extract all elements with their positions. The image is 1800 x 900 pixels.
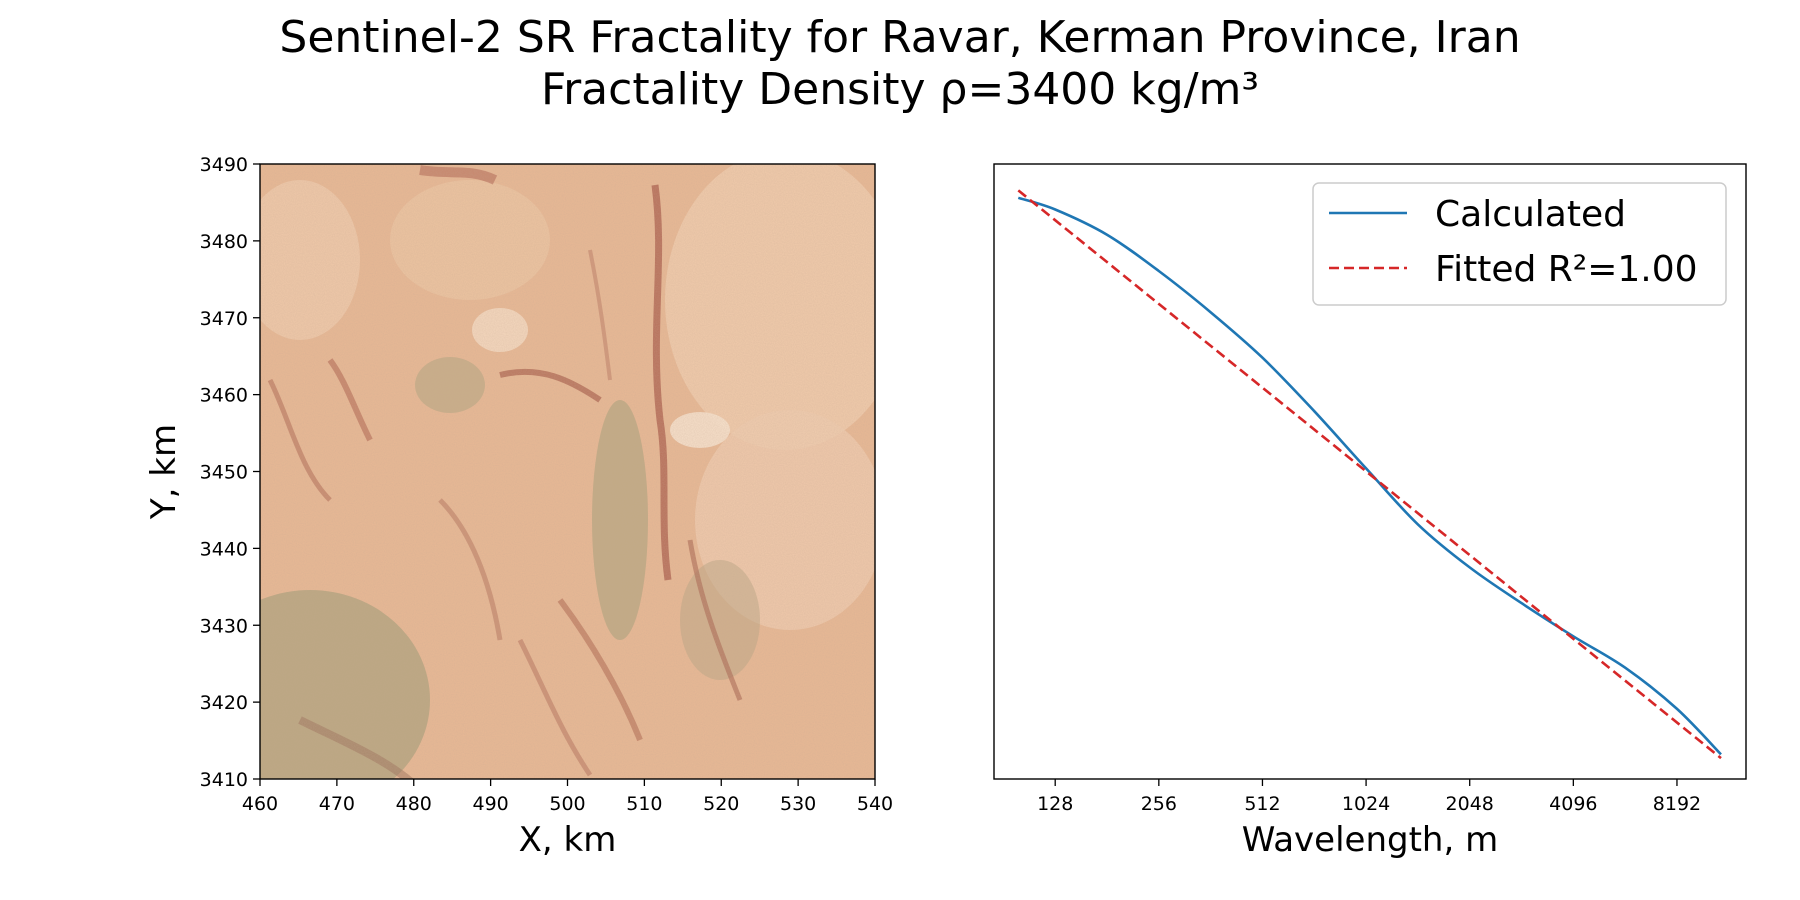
legend-label-calculated: Calculated: [1435, 194, 1626, 235]
fractality-line-chart: 128 256 512 1024 2048 4096 8192 Wavelength, m …: [993, 163, 1747, 860]
image-axes: 460 470 480 490 500 510 520 530 540 3410 3420 3430 3…: [200, 154, 893, 815]
chart-x-tick-label: 512: [1244, 793, 1280, 815]
image-x-tick-label: 500: [549, 793, 585, 815]
image-x-tick-label: 530: [780, 793, 816, 815]
chart-x-tick-label: 128: [1037, 793, 1073, 815]
series-layer: [1017, 189, 1722, 760]
image-y-axis-label: Y, km: [144, 424, 184, 520]
image-y-tick-label: 3430: [200, 615, 248, 637]
chart-x-tick-label: 256: [1141, 793, 1177, 815]
image-y-tick-label: 3410: [200, 769, 248, 791]
series-line-calculated: [1017, 196, 1722, 756]
chart-subtitle: Fractality Density ρ=3400 kg/m³: [541, 64, 1259, 115]
chart-x-axis-label: Wavelength, m: [1242, 820, 1498, 860]
image-x-tick-label: 490: [472, 793, 508, 815]
chart-x-tick-label: 1024: [1342, 793, 1390, 815]
image-x-tick-label: 520: [703, 793, 739, 815]
satellite-image: [260, 164, 875, 779]
legend-label-fitted: Fitted R²=1.00: [1435, 249, 1698, 290]
legend: Calculated Fitted R²=1.00: [1312, 182, 1727, 306]
image-y-tick-label: 3490: [200, 154, 248, 176]
image-x-tick-label: 510: [626, 793, 662, 815]
image-y-tick-label: 3460: [200, 385, 248, 407]
chart-x-axis: 128 256 512 1024 2048 4096 8192: [1037, 779, 1701, 815]
image-y-tick-label: 3480: [200, 231, 248, 253]
chart-x-tick-label: 8192: [1653, 793, 1701, 815]
image-y-tick-label: 3440: [200, 538, 248, 560]
satellite-image-panel: 460 470 480 490 500 510 520 530 540 3410 3420 3430 3…: [144, 154, 893, 860]
legend-box: [1312, 182, 1727, 306]
image-y-tick-label: 3470: [200, 308, 248, 330]
image-y-tick-label: 3450: [200, 462, 248, 484]
series-line-fitted: [1017, 189, 1722, 760]
chart-title: Sentinel-2 SR Fractality for Ravar, Kerm…: [279, 12, 1520, 63]
image-x-tick-label: 470: [319, 793, 355, 815]
image-x-tick-label: 480: [396, 793, 432, 815]
image-x-tick-label: 540: [857, 793, 893, 815]
chart-x-tick-label: 2048: [1446, 793, 1494, 815]
plot-frame: [993, 163, 1747, 780]
image-y-tick-label: 3420: [200, 692, 248, 714]
image-x-axis-label: X, km: [519, 820, 617, 860]
image-x-tick-label: 460: [242, 793, 278, 815]
chart-x-tick-label: 4096: [1549, 793, 1597, 815]
